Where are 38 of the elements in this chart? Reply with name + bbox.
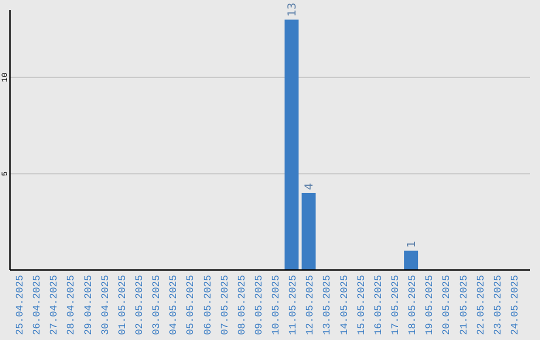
x-tick-label: 18.05.2025	[408, 275, 420, 336]
x-tick-label: 27.04.2025	[50, 275, 61, 336]
x-tick-label: 15.05.2025	[356, 275, 368, 336]
x-tick-label: 13.05.2025	[322, 275, 334, 336]
x-tick-label: 03.05.2025	[152, 275, 164, 336]
y-tick-label: 10	[1, 72, 10, 82]
x-tick-label: 10.05.2025	[272, 275, 283, 336]
x-tick-label: 02.05.2025	[135, 275, 146, 336]
x-tick-label: 25.04.2025	[16, 275, 27, 336]
x-tick-label: 29.04.2025	[84, 275, 95, 336]
x-tick-label: 17.05.2025	[391, 275, 402, 336]
x-tick-label: 04.05.2025	[169, 275, 180, 336]
x-tick-label: 08.05.2025	[237, 275, 248, 336]
x-tick-label: 01.05.2025	[118, 275, 129, 336]
x-tick-label: 20.05.2025	[442, 275, 454, 336]
bar	[302, 192, 316, 270]
x-tick-label: 06.05.2025	[203, 275, 214, 336]
x-tick-label: 21.05.2025	[459, 275, 470, 336]
x-tick-label: 05.05.2025	[186, 275, 198, 336]
x-tick-label: 14.05.2025	[340, 275, 351, 336]
x-tick-label: 30.04.2025	[100, 275, 112, 336]
x-tick-label: 16.05.2025	[374, 275, 385, 336]
x-tick-label: 26.04.2025	[32, 275, 44, 336]
data-label: 1	[405, 240, 418, 248]
y-tick-label: 5	[1, 171, 10, 176]
x-tick-label: 11.05.2025	[288, 275, 300, 336]
x-tick-label: 23.05.2025	[493, 275, 504, 336]
data-label: 13	[286, 2, 299, 17]
data-label: 4	[302, 182, 316, 190]
bar	[284, 20, 299, 270]
bar	[404, 250, 418, 270]
x-tick-label: 19.05.2025	[425, 275, 436, 336]
x-tick-label: 24.05.2025	[510, 275, 522, 336]
x-tick-label: 28.04.2025	[66, 275, 78, 336]
x-tick-label: 22.05.2025	[476, 275, 488, 336]
x-tick-label: 07.05.2025	[220, 275, 232, 336]
x-tick-label: 09.05.2025	[254, 275, 266, 336]
x-tick-label: 12.05.2025	[306, 275, 317, 336]
